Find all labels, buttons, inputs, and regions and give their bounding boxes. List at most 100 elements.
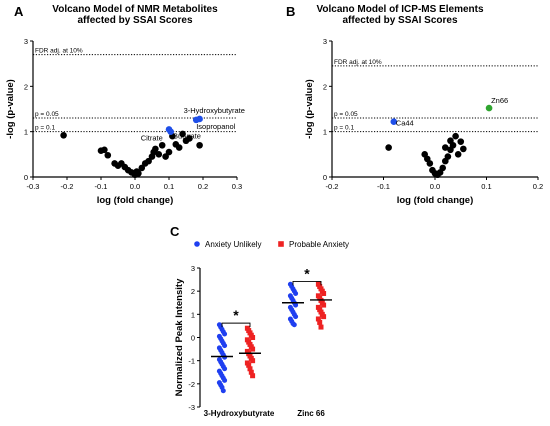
y-tick-label: 0 xyxy=(323,173,327,182)
volcano-panel-b: B Volcano Model of ICP-MS Elementsaffecte… xyxy=(286,4,543,206)
y-axis-label: -log (p-value) xyxy=(5,79,16,139)
x-axis-label: log (fold change) xyxy=(397,195,474,206)
y-tick-label: 1 xyxy=(24,128,28,137)
x-axis-label: log (fold change) xyxy=(97,195,174,206)
significance-bracket xyxy=(221,322,251,328)
data-point xyxy=(222,343,228,349)
significance-bracket xyxy=(292,280,322,286)
highlighted-point xyxy=(390,118,398,125)
data-point xyxy=(457,138,465,145)
data-point xyxy=(442,144,449,151)
x-tick-label: -0.2 xyxy=(326,182,339,191)
data-point xyxy=(250,335,256,340)
x-tick-label: -0.2 xyxy=(61,182,74,191)
data-point xyxy=(155,151,163,158)
legend-marker xyxy=(278,241,284,247)
data-point xyxy=(222,366,228,372)
data-point xyxy=(250,358,256,364)
panel-letter: B xyxy=(286,4,295,19)
data-point xyxy=(145,157,152,165)
threshold-label: FDR adj. at 10% xyxy=(35,48,83,55)
data-point xyxy=(293,314,299,320)
y-tick-label: 0 xyxy=(24,173,28,182)
x-tick-label: 0.2 xyxy=(198,182,208,191)
y-axis-label: Normalized Peak Intensity xyxy=(174,278,185,396)
chart-title-line-2: affected by SSAI Scores xyxy=(77,15,192,26)
point-label: Citrate xyxy=(141,134,163,143)
data-point xyxy=(138,164,146,172)
point-label: Isopropanol xyxy=(196,122,236,131)
y-tick-label: 3 xyxy=(323,37,327,46)
panel-letter: C xyxy=(170,224,180,239)
chart-title-line-1: Volcano Model of NMR Metabolites xyxy=(52,4,218,15)
data-point xyxy=(293,302,299,308)
data-point xyxy=(196,141,203,149)
data-point xyxy=(165,148,173,156)
data-point xyxy=(175,144,183,151)
data-point xyxy=(246,362,252,368)
x-tick-label: 0.0 xyxy=(130,182,140,191)
data-point xyxy=(321,314,327,320)
y-tick-label: 0 xyxy=(191,334,195,343)
data-point xyxy=(248,369,254,375)
y-axis-label: -log (p-value) xyxy=(304,79,315,139)
category-label: Zinc 66 xyxy=(297,409,325,418)
data-point xyxy=(454,151,462,158)
threshold-label: p = 0.05 xyxy=(334,111,358,118)
data-point xyxy=(152,145,159,153)
x-tick-label: -0.1 xyxy=(95,182,108,191)
legend-marker xyxy=(194,241,200,247)
threshold-label: p = 0.05 xyxy=(35,111,59,118)
y-tick-label: 1 xyxy=(191,310,195,319)
data-point xyxy=(317,319,323,325)
significance-star: * xyxy=(304,265,310,281)
highlighted-point xyxy=(485,104,493,112)
highlighted-point xyxy=(165,126,173,133)
y-tick-label: 3 xyxy=(191,264,195,273)
x-tick-label: -0.1 xyxy=(377,182,390,191)
point-label: Zn66 xyxy=(491,96,508,105)
data-point xyxy=(447,137,454,145)
category-label: 3-Hydroxybutyrate xyxy=(204,409,275,418)
data-point xyxy=(291,322,297,328)
chart-title-line-1: Volcano Model of ICP-MS Elements xyxy=(316,4,483,15)
data-point xyxy=(385,144,392,151)
data-point xyxy=(250,346,256,352)
data-point xyxy=(460,145,467,153)
data-point xyxy=(186,135,193,142)
y-tick-label: 3 xyxy=(24,37,28,46)
x-tick-label: 0.1 xyxy=(164,182,174,191)
data-point xyxy=(293,290,299,296)
y-tick-label: 2 xyxy=(24,82,28,91)
data-point xyxy=(179,130,186,138)
y-tick-label: -1 xyxy=(188,357,195,366)
x-tick-label: -0.3 xyxy=(27,182,40,191)
y-tick-label: -2 xyxy=(188,380,195,389)
point-label: Butyrate xyxy=(173,131,201,140)
data-point xyxy=(162,153,169,160)
legend-label: Probable Anxiety xyxy=(289,240,349,249)
point-label: Ca44 xyxy=(396,119,414,128)
data-point xyxy=(135,170,142,177)
data-point xyxy=(158,141,166,149)
threshold-label: FDR adj. at 10% xyxy=(334,59,382,66)
data-point xyxy=(220,388,226,394)
highlighted-point xyxy=(192,116,200,124)
data-point xyxy=(318,324,324,330)
threshold-label: p = 0.1 xyxy=(334,125,354,132)
x-tick-label: 0.2 xyxy=(533,182,543,191)
data-point xyxy=(321,290,327,296)
data-point xyxy=(60,131,67,139)
dot-plot-panel-c: C Anxiety Unlikely Probable Anxiety -3 -2 -1 0… xyxy=(170,224,349,418)
data-point xyxy=(222,331,228,337)
data-point xyxy=(444,153,452,160)
volcano-panel-a: A Volcano Model of NMR Metabolitesaffecte… xyxy=(5,4,245,206)
y-tick-label: 2 xyxy=(191,287,195,296)
data-point xyxy=(321,302,327,308)
threshold-label: p = 0.1 xyxy=(35,125,55,132)
y-tick-label: 1 xyxy=(323,128,327,137)
x-tick-label: 0.3 xyxy=(232,182,242,191)
significance-star: * xyxy=(233,307,239,323)
data-point xyxy=(101,146,108,154)
data-point xyxy=(222,377,228,383)
